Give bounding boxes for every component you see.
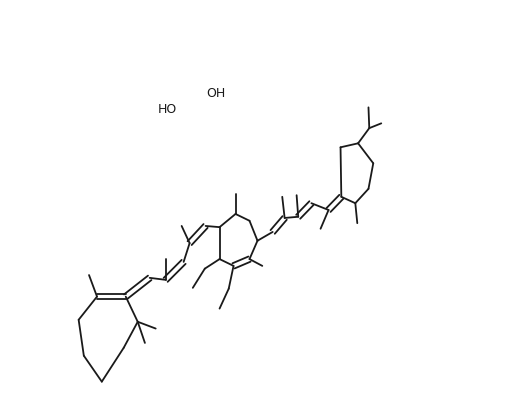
Text: OH: OH: [206, 87, 225, 100]
Text: HO: HO: [158, 103, 177, 116]
